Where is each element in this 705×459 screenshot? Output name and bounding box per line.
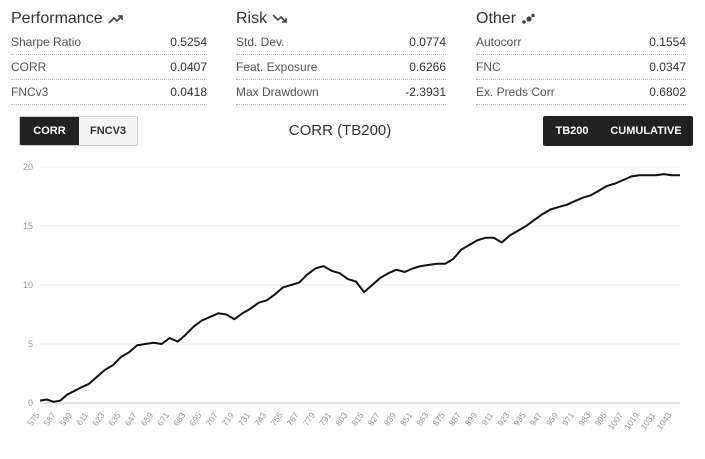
x-tick-label: 599 [58,410,74,428]
x-tick-label: 1007 [606,410,625,431]
x-tick-label: 875 [430,410,446,428]
metric-row-autocorr: Autocorr 0.1554 [476,30,686,55]
x-tick-label: 1043 [654,410,673,431]
x-tick-label: 935 [511,410,527,428]
mode-toggle: TB200 CUMULATIVE [543,116,693,146]
y-tick-label: 0 [28,398,33,408]
x-tick-label: 779 [301,410,317,428]
metric-row-max-drawdown: Max Drawdown -2.3931 [236,80,446,105]
x-tick-label: 815 [349,410,365,428]
trending-down-icon [272,14,287,23]
y-tick-label: 15 [23,221,33,231]
risk-group: Risk Std. Dev. 0.0774 Feat. Exposure 0.626… [236,8,446,105]
x-tick-label: 851 [398,410,414,428]
other-title: Other [476,10,517,27]
x-tick-label: 647 [123,410,139,428]
x-tick-label: 983 [576,410,592,428]
other-group: Other Autocorr 0.1554 FNC 0.0347 Ex. Preds… [476,8,686,105]
x-tick-label: 671 [155,410,171,428]
x-tick-label: 1031 [638,410,657,431]
metric-row-fnc: FNC 0.0347 [476,55,686,80]
trending-up-icon [108,15,123,24]
scatter-dots-icon [522,13,535,24]
metric-row-corr: CORR 0.0407 [11,55,207,80]
x-tick-label: 803 [333,410,349,428]
x-tick-label: 827 [366,410,382,428]
tb200-button[interactable]: TB200 [544,117,600,145]
x-tick-label: 719 [220,410,236,428]
y-tick-label: 10 [23,280,33,290]
x-tick-label: 923 [495,410,511,428]
x-tick-label: 743 [252,410,268,428]
x-tick-label: 839 [382,410,398,428]
x-tick-label: 971 [560,410,576,428]
y-tick-label: 20 [23,162,33,172]
x-tick-label: 623 [90,410,106,428]
x-tick-label: 911 [479,410,495,427]
x-tick-label: 767 [285,410,301,428]
x-tick-label: 863 [414,410,430,428]
risk-title: Risk [236,10,268,27]
chart-title: CORR (TB200) [288,122,392,139]
x-tick-label: 635 [106,410,122,428]
x-tick-label: 707 [204,410,220,428]
metric-row-ex-preds-corr: Ex. Preds Corr 0.6802 [476,80,686,105]
x-tick-label: 755 [268,410,284,428]
fncv3-button[interactable]: FNCV3 [79,117,137,145]
corr-button[interactable]: CORR [20,117,79,145]
x-tick-label: 1019 [622,410,641,431]
x-tick-label: 887 [447,410,463,428]
metric-row-sharpe: Sharpe Ratio 0.5254 [11,30,207,55]
cumulative-button[interactable]: CUMULATIVE [600,117,692,145]
y-tick-label: 5 [28,339,33,349]
metric-row-std-dev: Std. Dev. 0.0774 [236,30,446,55]
performance-title: Performance [11,10,103,27]
x-tick-label: 659 [139,410,155,428]
metric-row-feat-exposure: Feat. Exposure 0.6266 [236,55,446,80]
x-tick-label: 791 [317,410,333,428]
x-tick-label: 575 [25,410,41,428]
x-tick-label: 899 [463,410,479,428]
x-tick-label: 611 [74,410,90,427]
x-tick-label: 683 [171,410,187,428]
x-tick-label: 947 [528,410,544,428]
metric-row-fncv3: FNCv3 0.0418 [11,80,207,105]
metric-toggle: CORR FNCV3 [19,116,138,146]
performance-group: Performance Sharpe Ratio 0.5254 CORR 0.040… [11,8,207,105]
series-line [39,173,680,403]
x-tick-label: 959 [544,410,560,428]
x-tick-label: 731 [236,410,252,428]
corr-line-chart: 0 5 10 15 20 575 587 599 611 623 635 647 659 671 683 69… [23,162,680,432]
x-tick-label: 587 [42,410,58,428]
x-tick-label: 695 [187,410,203,428]
